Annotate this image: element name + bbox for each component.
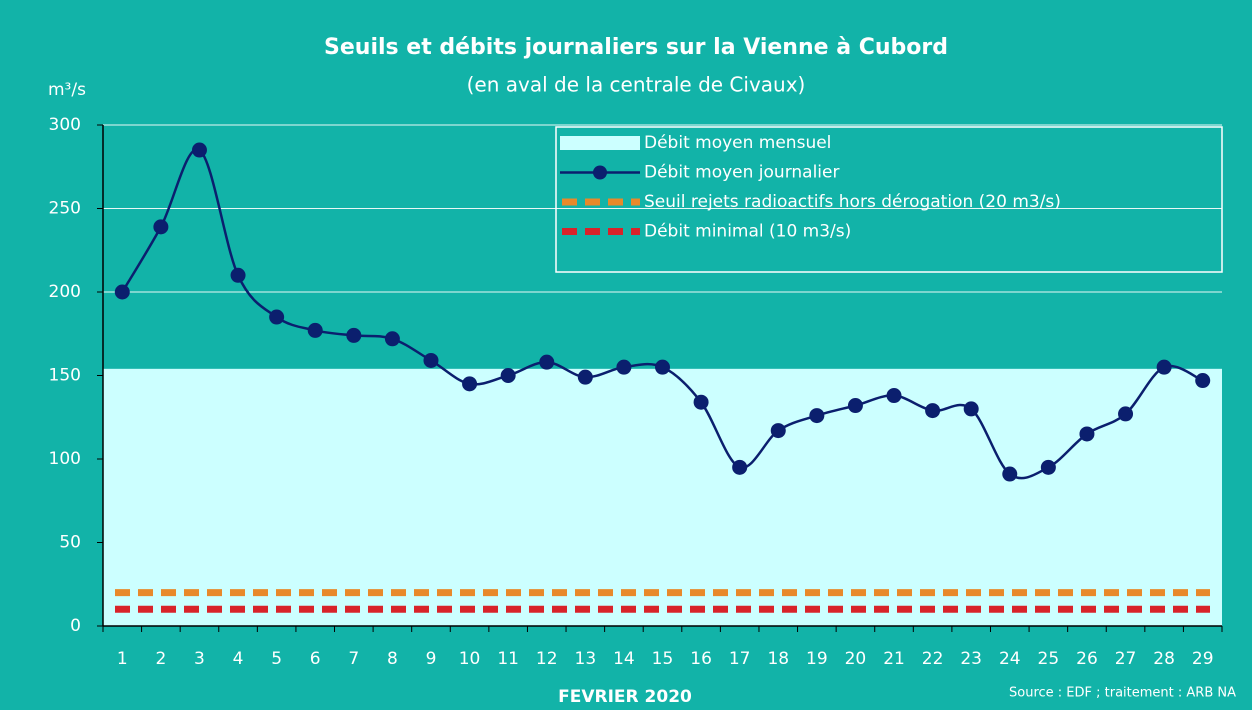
data-point	[462, 376, 478, 392]
data-point	[1195, 373, 1211, 389]
x-tick-label: 6	[310, 649, 321, 669]
legend-swatch	[560, 136, 640, 150]
data-point	[963, 401, 979, 417]
x-tick-label: 18	[767, 649, 789, 669]
y-tick-label: 50	[59, 533, 81, 553]
y-tick-label: 0	[70, 616, 81, 636]
x-tick-label: 8	[387, 649, 398, 669]
data-point	[191, 142, 207, 158]
area	[103, 368, 1222, 626]
chart-title: Seuils et débits journaliers sur la Vien…	[324, 35, 948, 60]
x-tick-label: 21	[883, 649, 905, 669]
data-point	[655, 359, 670, 375]
y-tick-label: 100	[49, 449, 81, 469]
data-point	[307, 322, 323, 338]
data-point	[423, 352, 439, 368]
x-tick-label: 14	[613, 649, 635, 669]
x-tick-label: 24	[999, 649, 1021, 669]
data-point	[847, 398, 863, 414]
x-tick-label: 7	[348, 649, 359, 669]
legend-label: Débit moyen mensuel	[644, 133, 831, 153]
x-tick-label: 5	[271, 649, 282, 669]
legend-box	[555, 126, 1223, 273]
x-tick-label: 4	[233, 649, 244, 669]
legend-label: Seuil rejets radioactifs hors dérogation…	[644, 192, 1061, 212]
y-tick-label: 150	[49, 366, 81, 386]
data-point	[1002, 466, 1018, 482]
x-tick-label: 28	[1153, 649, 1175, 669]
x-axis-label: FEVRIER 2020	[558, 687, 692, 707]
x-tick-label: 1	[117, 649, 128, 669]
data-point	[384, 331, 400, 347]
x-tick-label: 16	[690, 649, 712, 669]
data-point	[925, 403, 941, 419]
y-tick-label: 200	[49, 282, 81, 302]
legend-marker	[593, 165, 607, 180]
x-tick-label: 2	[155, 649, 166, 669]
x-tick-label: 12	[536, 649, 558, 669]
data-point	[886, 388, 902, 404]
y-tick-label: 250	[49, 199, 81, 219]
x-tick-label: 26	[1076, 649, 1098, 669]
data-point	[809, 408, 825, 424]
legend-label: Débit moyen journalier	[644, 163, 839, 183]
x-tick-label: 29	[1192, 649, 1214, 669]
x-tick-label: 15	[652, 649, 674, 669]
y-axis-label: m³/s	[48, 80, 86, 100]
data-point	[770, 423, 786, 439]
x-tick-label: 20	[845, 649, 867, 669]
data-point	[1156, 359, 1172, 375]
data-point	[500, 368, 516, 383]
data-point	[1079, 426, 1095, 442]
x-tick-label: 19	[806, 649, 828, 669]
x-tick-label: 10	[459, 649, 481, 669]
x-tick-label: 17	[729, 649, 751, 669]
data-point	[346, 327, 362, 343]
data-point	[1118, 406, 1134, 422]
data-point	[616, 359, 632, 375]
data-point	[577, 369, 593, 385]
data-point	[269, 309, 285, 325]
x-tick-label: 22	[922, 649, 944, 669]
data-point	[693, 394, 709, 410]
source: Source : EDF ; traitement : ARB NA	[1009, 686, 1236, 701]
data-point	[1040, 459, 1056, 475]
chart-subtitle: (en aval de la centrale de Civaux)	[467, 73, 806, 97]
x-tick-label: 3	[194, 649, 205, 669]
legend-label: Débit minimal (10 m3/s)	[644, 222, 851, 242]
x-tick-label: 25	[1038, 649, 1060, 669]
data-point	[114, 284, 130, 300]
x-tick-label: 9	[426, 649, 437, 669]
data-point	[153, 219, 169, 235]
data-point	[539, 354, 555, 370]
x-tick-label: 13	[575, 649, 597, 669]
x-tick-label: 23	[960, 649, 982, 669]
x-tick-label: 11	[497, 649, 519, 669]
y-tick-label: 300	[49, 115, 81, 135]
x-tick-label: 27	[1115, 649, 1137, 669]
data-point	[230, 267, 246, 283]
data-point	[732, 459, 748, 475]
